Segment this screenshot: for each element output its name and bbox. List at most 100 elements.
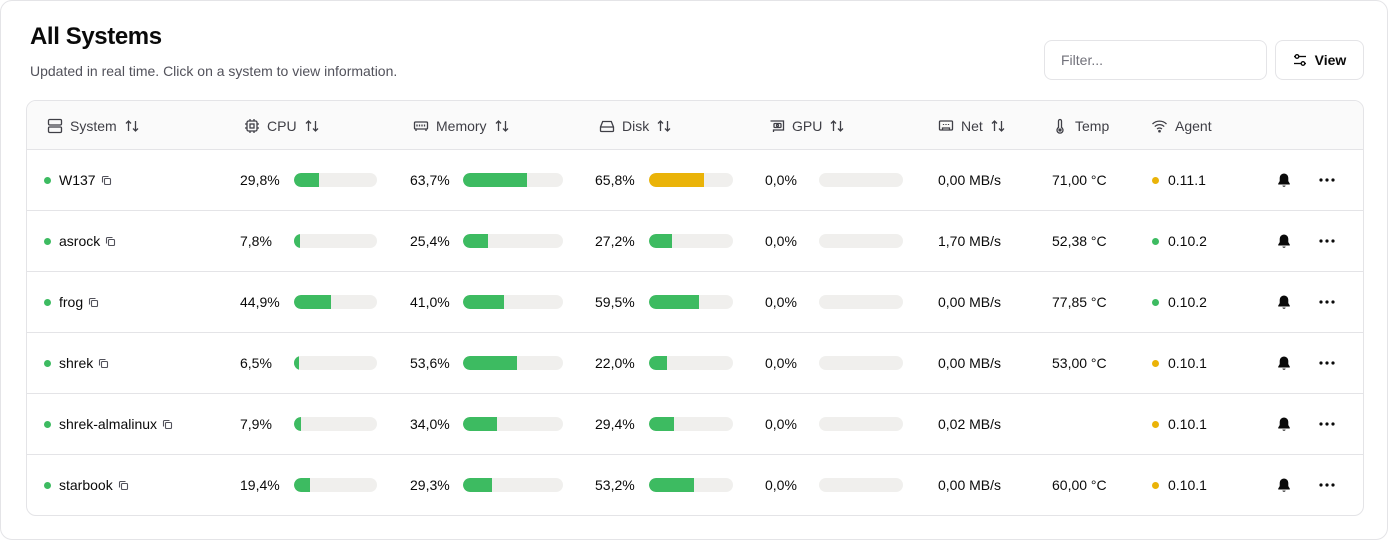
disk-value: 53,2% <box>595 477 635 493</box>
memory-icon <box>413 120 429 131</box>
memory-usage-fill <box>463 234 489 248</box>
sort-icon <box>991 119 1005 132</box>
notifications-button[interactable] <box>1270 471 1298 499</box>
system-name[interactable]: starbook <box>59 477 113 493</box>
memory-value: 53,6% <box>410 355 450 371</box>
agent-version: 0.10.2 <box>1168 294 1207 310</box>
disk-value: 59,5% <box>595 294 635 310</box>
cpu-usage-bar <box>294 478 377 492</box>
cpu-usage-fill <box>294 295 332 309</box>
column-label-disk: Disk <box>622 117 650 134</box>
column-header-system[interactable]: System <box>47 101 140 150</box>
column-header-net[interactable]: Net <box>938 101 1006 150</box>
status-dot <box>44 359 51 367</box>
bell-icon <box>1278 417 1290 431</box>
cpu-usage-fill <box>294 417 301 431</box>
notifications-button[interactable] <box>1270 166 1298 194</box>
agent-version: 0.10.1 <box>1168 477 1207 493</box>
notifications-button[interactable] <box>1270 227 1298 255</box>
bell-icon <box>1278 478 1290 492</box>
memory-usage-bar <box>463 356 563 370</box>
disk-usage-fill <box>649 417 674 431</box>
table-row[interactable]: starbook 19,4% 29,3% 53,2% 0,0% 0,00 MB/s 60,0… <box>27 455 1363 515</box>
view-button[interactable]: View <box>1275 40 1364 80</box>
system-name[interactable]: shrek <box>59 355 94 371</box>
more-options-button[interactable] <box>1313 471 1341 499</box>
gpu-usage-bar <box>819 295 903 309</box>
column-header-cpu[interactable]: CPU <box>244 101 320 150</box>
bell-icon <box>1278 295 1290 309</box>
more-options-button[interactable] <box>1313 166 1341 194</box>
table-row[interactable]: shrek 6,5% 53,6% 22,0% 0,0% 0,00 MB/s 53,00 °C… <box>27 333 1363 394</box>
agent-status-dot <box>1152 359 1159 367</box>
disk-usage-bar <box>649 295 733 309</box>
copy-icon[interactable] <box>105 236 116 247</box>
copy-icon[interactable] <box>101 175 112 186</box>
column-header-disk[interactable]: Disk <box>599 101 672 150</box>
agent-version: 0.10.2 <box>1168 233 1207 249</box>
temp-value: 77,85 °C <box>1052 294 1107 310</box>
copy-icon[interactable] <box>88 297 99 308</box>
more-options-button[interactable] <box>1313 349 1341 377</box>
more-options-button[interactable] <box>1313 410 1341 438</box>
agent-cell: 0.10.1 <box>1152 394 1207 454</box>
column-header-gpu[interactable]: GPU <box>769 101 845 150</box>
filter-input[interactable] <box>1044 40 1267 80</box>
system-name[interactable]: asrock <box>59 233 101 249</box>
system-name[interactable]: W137 <box>59 172 96 188</box>
table-row[interactable]: asrock 7,8% 25,4% 27,2% 0,0% 1,70 MB/s 52,38 °… <box>27 211 1363 272</box>
gpu-usage-bar <box>819 478 903 492</box>
temp-value: 53,00 °C <box>1052 355 1107 371</box>
column-header-memory[interactable]: Memory <box>413 101 510 150</box>
disk-usage-bar <box>649 234 733 248</box>
table-row[interactable]: shrek-almalinux 7,9% 34,0% 29,4% 0,0% 0,02 MB… <box>27 394 1363 455</box>
view-button-label: View <box>1314 52 1347 68</box>
gpu-value: 0,0% <box>765 294 797 310</box>
copy-icon[interactable] <box>162 419 173 430</box>
ethernet-icon <box>938 119 954 131</box>
disk-value: 27,2% <box>595 233 635 249</box>
more-options-button[interactable] <box>1313 288 1341 316</box>
copy-icon[interactable] <box>98 358 109 369</box>
more-horizontal-icon <box>1319 178 1335 182</box>
agent-version: 0.11.1 <box>1168 172 1206 188</box>
notifications-button[interactable] <box>1270 410 1298 438</box>
bell-icon <box>1278 234 1290 248</box>
system-name[interactable]: frog <box>59 294 84 310</box>
table-row[interactable]: frog 44,9% 41,0% 59,5% 0,0% 0,00 MB/s 77,85 °C… <box>27 272 1363 333</box>
memory-value: 41,0% <box>410 294 450 310</box>
cpu-value: 7,8% <box>240 233 272 249</box>
net-value: 0,00 MB/s <box>938 477 1002 493</box>
status-dot <box>44 237 51 245</box>
sort-icon <box>830 119 844 132</box>
status-dot <box>44 298 51 306</box>
sliders-icon <box>1293 54 1306 66</box>
system-name[interactable]: shrek-almalinux <box>59 416 158 432</box>
cpu-value: 44,9% <box>240 294 280 310</box>
memory-usage-bar <box>463 173 563 187</box>
gpu-value: 0,0% <box>765 416 797 432</box>
agent-cell: 0.10.1 <box>1152 333 1207 393</box>
notifications-button[interactable] <box>1270 288 1298 316</box>
cpu-usage-bar <box>294 356 377 370</box>
memory-usage-fill <box>463 478 493 492</box>
column-label-agent: Agent <box>1175 117 1212 134</box>
memory-usage-bar <box>463 478 563 492</box>
more-options-button[interactable] <box>1313 227 1341 255</box>
wifi-icon <box>1152 119 1167 133</box>
sort-icon <box>657 119 671 132</box>
table-row[interactable]: W137 29,8% 63,7% 65,8% 0,0% 0,00 MB/s 71,00 °C… <box>27 150 1363 211</box>
disk-usage-fill <box>649 356 668 370</box>
agent-status-dot <box>1152 420 1159 428</box>
disk-usage-bar <box>649 356 733 370</box>
disk-value: 65,8% <box>595 172 635 188</box>
notifications-button[interactable] <box>1270 349 1298 377</box>
hard-drive-icon <box>599 120 615 132</box>
disk-usage-bar <box>649 173 733 187</box>
net-value: 0,00 MB/s <box>938 294 1002 310</box>
gpu-icon <box>770 119 785 132</box>
memory-usage-fill <box>463 173 527 187</box>
column-header-temp: Temp <box>1052 101 1109 150</box>
copy-icon[interactable] <box>118 480 129 491</box>
